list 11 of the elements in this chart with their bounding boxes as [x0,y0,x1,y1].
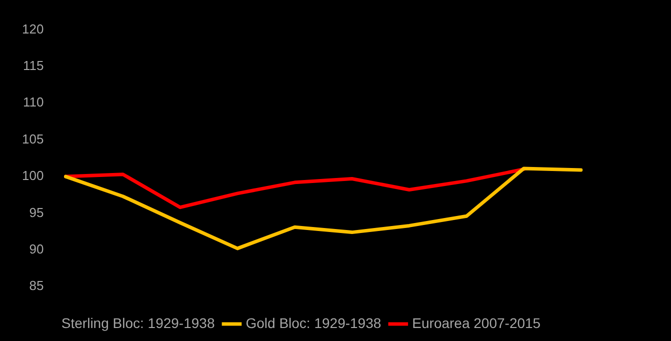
legend-label: Euroarea 2007-2015 [412,314,541,331]
y-tick-label: 115 [22,58,44,74]
y-tick-label: 90 [29,241,44,256]
y-tick-label: 110 [22,94,44,110]
y-tick-label: 100 [22,168,44,184]
y-tick-label: 95 [29,204,44,220]
legend-label: Gold Bloc: 1929-1938 [246,314,382,331]
text: Sterling Bloc: 1929-1938 [61,314,215,331]
y-tick-label: 105 [22,131,44,146]
y-tick-label: 120 [22,21,44,36]
y-tick-label: 85 [29,278,44,294]
